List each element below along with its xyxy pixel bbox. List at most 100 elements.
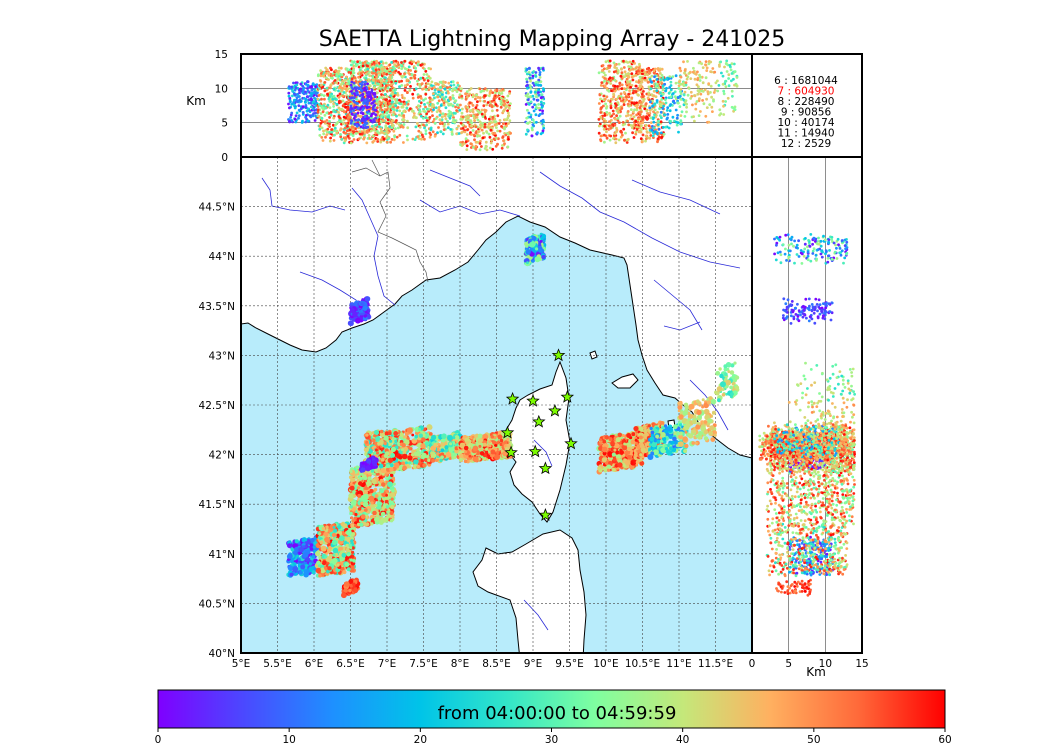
flash-point [328, 116, 331, 119]
flash-point [406, 126, 410, 130]
flash-point [687, 87, 691, 90]
flash-point [492, 137, 496, 141]
flash-cluster-lon-alt [363, 59, 433, 145]
flash-point [542, 126, 546, 130]
flash-point [400, 67, 404, 70]
flash-point [472, 146, 475, 149]
flash-point [612, 61, 616, 65]
flash-point [473, 138, 476, 142]
flash-point [424, 69, 428, 73]
flash-point [489, 115, 493, 119]
flash-point [371, 134, 375, 138]
flash-point [675, 123, 679, 127]
station-count-sep: : [788, 96, 795, 108]
flash-point [703, 88, 707, 92]
flash-point [382, 82, 386, 86]
flash-point [335, 122, 339, 126]
flash-point [480, 128, 484, 132]
flash-point [386, 118, 390, 121]
flash-point [426, 82, 430, 85]
sardinia [472, 529, 587, 653]
flash-point [304, 116, 308, 119]
flash-point [390, 61, 393, 64]
flash-point [359, 72, 363, 76]
flash-point [649, 121, 653, 124]
flash-point [455, 109, 458, 112]
flash-point [431, 114, 434, 117]
flash-point [386, 89, 389, 93]
flash-point [409, 76, 413, 80]
flash-point [419, 114, 423, 118]
flash-point [349, 132, 353, 136]
flash-point [362, 493, 369, 500]
flash-point [431, 98, 434, 102]
flash-point [364, 88, 368, 92]
flash-point [398, 109, 402, 113]
flash-point [710, 95, 713, 99]
flash-point [418, 83, 421, 86]
flash-point [509, 102, 512, 105]
flash-point [388, 105, 392, 109]
station-count-value: 40174 [801, 117, 835, 129]
flash-point [476, 113, 479, 116]
flash-point [320, 97, 323, 101]
flash-point [293, 88, 297, 92]
flash-point [287, 91, 291, 95]
flash-point [506, 114, 510, 118]
flash-point [423, 126, 426, 130]
flash-point [398, 98, 401, 102]
flash-point [475, 93, 478, 97]
flash-point [320, 136, 324, 139]
flash-point [605, 105, 609, 108]
station-count-sep: : [794, 128, 801, 140]
flash-point [626, 81, 630, 84]
flash-point [637, 69, 640, 73]
flash-point [298, 91, 301, 95]
flash-point [301, 84, 305, 88]
flash-point [679, 82, 683, 86]
flash-point [632, 115, 636, 119]
flash-point [352, 68, 355, 72]
flash-point [355, 63, 359, 67]
flash-point [457, 132, 461, 135]
flash-point [706, 90, 710, 94]
flash-point [437, 105, 441, 109]
flash-point [691, 70, 695, 74]
flash-point [363, 508, 368, 512]
flash-point [627, 92, 631, 96]
flash-point [418, 99, 421, 103]
flash-point [649, 116, 653, 120]
flash-point [423, 103, 426, 106]
flash-point [396, 106, 400, 109]
flash-point [642, 90, 645, 93]
flash-point [649, 100, 652, 104]
flash-point [677, 130, 680, 134]
flash-point [299, 82, 303, 86]
flash-point [460, 111, 464, 115]
flash-point [351, 134, 355, 138]
flash-point [474, 106, 478, 109]
flash-point [409, 107, 412, 110]
flash-point [602, 120, 606, 123]
flash-point [365, 110, 369, 114]
flash-point [340, 89, 344, 92]
flash-point [294, 81, 298, 85]
flash-point [446, 98, 450, 102]
flash-point [674, 74, 678, 78]
flash-point [420, 82, 424, 85]
flash-point [434, 106, 438, 110]
flash-point [719, 112, 723, 116]
flash-point [635, 101, 638, 105]
flash-point [730, 62, 734, 66]
flash-point [349, 546, 353, 550]
flash-point [327, 73, 331, 77]
elba-island [611, 373, 639, 389]
flash-point [384, 124, 388, 128]
flash-point [388, 68, 391, 72]
flash-point [374, 123, 378, 127]
flash-point [641, 140, 644, 144]
flash-point [631, 59, 635, 63]
flash-point [707, 120, 711, 124]
flash-point [442, 103, 446, 107]
flash-point [419, 76, 423, 80]
